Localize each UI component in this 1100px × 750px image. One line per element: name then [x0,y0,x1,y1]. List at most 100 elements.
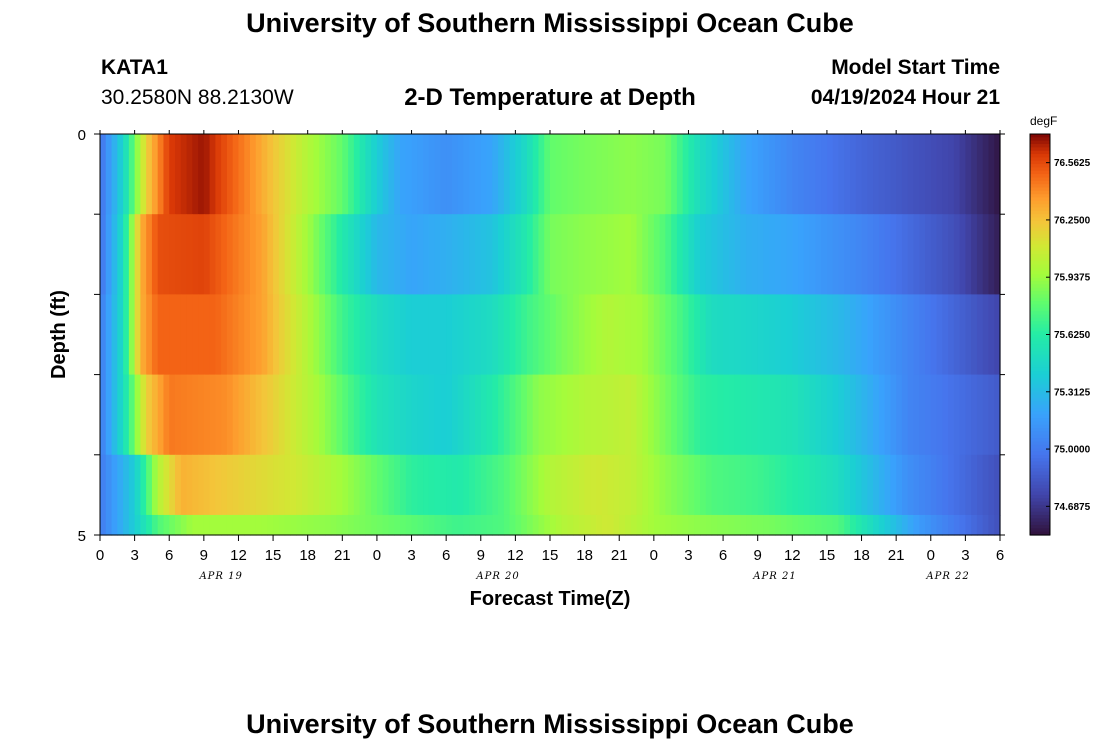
heatmap-cell [976,294,984,376]
heatmap-cell [128,374,136,456]
heatmap-cell [290,134,297,215]
heatmap-cell [838,134,845,215]
heatmap-cell [169,134,176,215]
heatmap-cell [775,514,782,536]
heatmap-cell [561,374,568,456]
heatmap-cell [751,514,759,536]
colorbar-segment [1030,177,1050,182]
heatmap-cell [607,294,615,376]
heatmap-cell [867,134,874,215]
colorbar-segment [1030,244,1050,249]
heatmap-cell [163,214,170,295]
heatmap-cell [428,514,436,536]
heatmap-cell [169,374,176,456]
heatmap-cell [676,214,684,295]
heatmap-cell [896,514,903,536]
heatmap-cell [942,134,949,215]
heatmap-cell [573,294,580,376]
colorbar-segment [1030,431,1050,436]
heatmap-cell [405,454,413,516]
heatmap-cell [763,514,770,536]
heatmap-cell [400,294,407,376]
heatmap-cell [365,454,372,516]
heatmap-cell [515,374,522,456]
heatmap-cell [555,454,563,516]
heatmap-cell [428,134,436,215]
colorbar-segment [1030,321,1050,326]
colorbar-segment [1030,271,1050,275]
heatmap-cell [301,374,309,456]
heatmap-cell [826,214,834,295]
heatmap-cell [850,294,857,376]
heatmap-cell [601,294,609,376]
heatmap-cell [676,294,684,376]
heatmap-cell [844,214,851,295]
heatmap-cell [313,134,320,215]
page-title: University of Southern Mississippi Ocean… [246,8,854,38]
heatmap-cell [503,454,511,516]
heatmap-cell [809,134,816,215]
colorbar-segment [1030,170,1050,175]
colorbar-tick-label: 76.2500 [1054,215,1091,226]
heatmap-cell [151,374,159,456]
heatmap-cell [267,294,274,376]
heatmap-cell [844,134,851,215]
heatmap-cell [873,454,880,516]
heatmap-cell [671,294,678,376]
heatmap-cell [492,134,499,215]
heatmap-cell [423,294,430,376]
heatmap-cell [226,374,234,456]
heatmap-cell [584,294,591,376]
heatmap-cell [111,514,118,536]
heatmap-cell [907,374,915,456]
heatmap-cell [475,454,482,516]
heatmap-cell [203,374,211,456]
heatmap-cell [221,514,228,536]
heatmap-cell [446,134,453,215]
heatmap-cell [688,134,695,215]
heatmap-cell [734,454,741,516]
colorbar-tick-label: 76.5625 [1054,158,1091,169]
colorbar-segment [1030,230,1050,235]
colorbar-segment [1030,374,1050,379]
heatmap-cell [457,214,465,295]
heatmap-cell [653,134,661,215]
heatmap-cell [884,134,891,215]
heatmap-cell [180,454,188,516]
colorbar-unit: degF [1030,114,1057,128]
heatmap-cell [198,214,205,295]
colorbar-tick-label: 74.6875 [1054,502,1091,513]
heatmap-cell [584,134,591,215]
heatmap-cell [273,454,280,516]
colorbar-segment [1030,531,1050,536]
x-tick-label: 3 [684,547,692,564]
station-coordinates: 30.2580N 88.2130W [101,86,294,109]
heatmap-cell [925,514,932,536]
heatmap-cell [930,374,938,456]
heatmap-cell [400,374,407,456]
heatmap-cell [336,214,343,295]
heatmap-cell [498,454,505,516]
heatmap-cell [850,134,857,215]
heatmap-cell [786,294,793,376]
heatmap-cell [930,214,938,295]
heatmap-cell [578,134,586,215]
heatmap-cell [544,214,551,295]
heatmap-cell [890,294,897,376]
heatmap-cell [555,514,563,536]
heatmap-cell [405,214,413,295]
heatmap-cell [550,294,557,376]
heatmap-cell [348,514,355,536]
colorbar-segment [1030,364,1050,369]
x-tick-label: 0 [650,547,658,564]
heatmap-cell [440,214,447,295]
heatmap-cell [676,374,684,456]
heatmap-cell [503,514,511,536]
heatmap-cell [325,134,332,215]
heatmap-cell [342,514,349,536]
heatmap-cell [313,294,320,376]
heatmap-cell [769,514,776,536]
heatmap-cell [694,374,701,456]
colorbar-segment [1030,501,1050,506]
heatmap-cell [509,454,516,516]
